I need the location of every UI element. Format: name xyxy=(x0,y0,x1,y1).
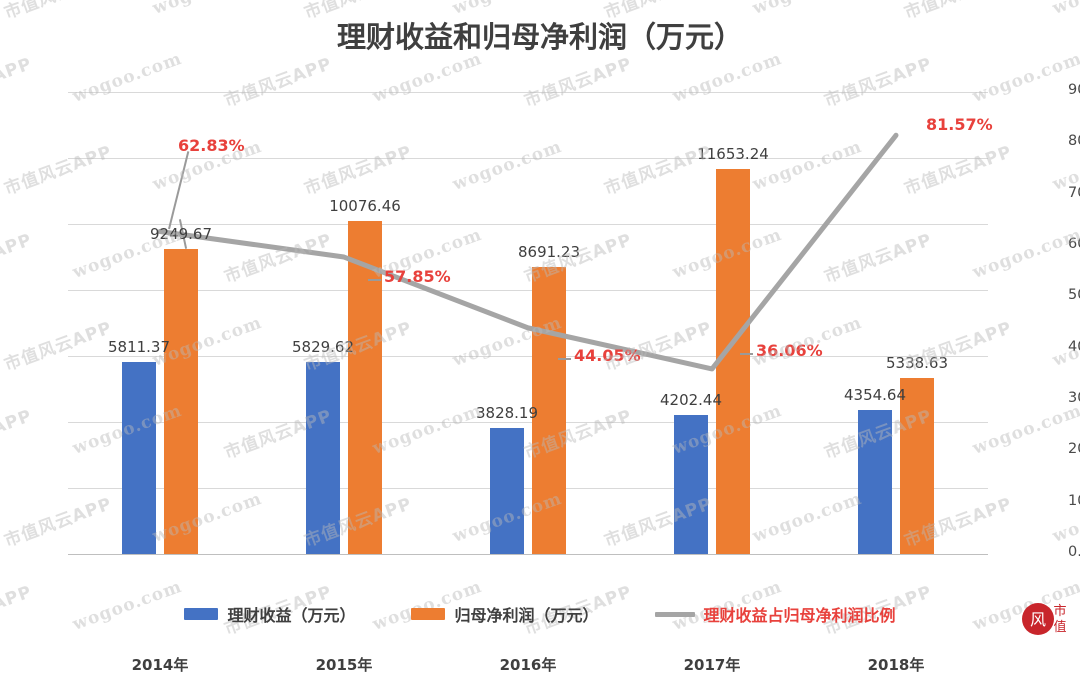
ratio-value-label: 36.06% xyxy=(756,340,823,360)
legend-item[interactable]: 理财收益（万元） xyxy=(184,602,355,626)
legend-label: 归母净利润（万元） xyxy=(454,606,599,625)
bar-net-profit xyxy=(716,169,750,554)
bar-invest-income xyxy=(674,415,708,554)
ratio-line-series xyxy=(157,132,899,372)
y-axis-tick-right: 30.00% xyxy=(1068,390,1080,406)
bar-invest-income xyxy=(122,362,156,554)
bar-value-label: 11653.24 xyxy=(697,145,769,164)
legend-label: 理财收益占归母净利润比例 xyxy=(703,606,896,625)
ratio-value-label: 57.85% xyxy=(384,267,451,287)
chart-legend: 理财收益（万元） 归母净利润（万元） 理财收益占归母净利润比例 xyxy=(0,602,1080,626)
legend-color-swatch xyxy=(411,608,446,620)
x-axis-tick: 2018年 xyxy=(867,656,925,674)
bar-value-label: 10076.46 xyxy=(329,197,401,216)
y-axis-tick-right: 10.00% xyxy=(1068,492,1080,509)
gridline xyxy=(68,290,988,291)
brand-logo: 风 市 值 xyxy=(1022,603,1067,635)
y-axis-tick-right: 90.00% xyxy=(1068,82,1080,98)
gridline xyxy=(68,224,988,225)
legend-label: 理财收益（万元） xyxy=(227,606,356,625)
x-axis-line xyxy=(68,554,988,555)
label-leader-line xyxy=(368,279,381,282)
y-axis-tick-right: 60.00% xyxy=(1068,236,1080,252)
x-axis-tick: 2014年 xyxy=(131,656,189,674)
y-axis-tick-right: 20.00% xyxy=(1068,441,1080,458)
legend-color-swatch xyxy=(184,608,219,620)
legend-line-swatch xyxy=(654,611,695,617)
legend-item[interactable]: 理财收益占归母净利润比例 xyxy=(654,602,896,626)
brand-name-top: 市 xyxy=(1053,603,1066,619)
y-axis-tick-right: 70.00% xyxy=(1068,184,1080,201)
label-leader-line xyxy=(558,357,571,360)
ratio-line-path xyxy=(157,132,899,372)
gridline xyxy=(68,92,988,93)
bar-value-label: 9249.67 xyxy=(149,224,213,243)
ratio-value-label: 81.57% xyxy=(926,115,993,135)
x-axis-tick: 2015年 xyxy=(315,656,373,674)
bar-net-profit xyxy=(900,377,934,554)
bar-net-profit xyxy=(532,267,566,554)
bar-value-label: 4202.44 xyxy=(659,391,723,410)
bar-value-label: 3828.19 xyxy=(475,403,539,422)
y-axis-tick-right: 50.00% xyxy=(1068,287,1080,304)
bar-value-label: 5338.63 xyxy=(885,353,949,372)
brand-mark-glyph: 风 xyxy=(1030,610,1046,629)
watermark-text: 市值风云APP xyxy=(0,54,35,112)
gridline xyxy=(68,356,988,357)
brand-name-bottom: 值 xyxy=(1053,619,1066,635)
bar-value-label: 5829.62 xyxy=(291,337,355,356)
ratio-value-label: 62.83% xyxy=(178,136,245,156)
y-axis-tick-right: 80.00% xyxy=(1068,133,1080,150)
watermark-text: 市值风云APP xyxy=(0,230,35,288)
watermark-text: 市值风云APP xyxy=(0,406,35,464)
gridline xyxy=(68,422,988,423)
bar-invest-income xyxy=(490,427,524,554)
legend-item[interactable]: 归母净利润（万元） xyxy=(411,602,599,626)
bar-net-profit xyxy=(348,221,382,554)
chart-plot-area: 020004000600080001000012000140000.00%10.… xyxy=(68,82,1080,674)
gridline xyxy=(68,488,988,489)
y-axis-tick-right: 0.00% xyxy=(1068,544,1080,560)
bar-value-label: 8691.23 xyxy=(517,243,581,262)
page-title: 理财收益和归母净利润（万元） xyxy=(336,20,743,54)
bar-invest-income xyxy=(306,361,340,554)
ratio-value-label: 44.05% xyxy=(574,345,641,365)
x-axis-tick: 2017年 xyxy=(683,656,741,674)
bar-value-label: 5811.37 xyxy=(107,338,171,357)
y-axis-tick-right: 40.00% xyxy=(1068,338,1080,355)
bar-net-profit xyxy=(164,248,198,554)
bar-invest-income xyxy=(858,410,892,554)
bar-value-label: 4354.64 xyxy=(843,386,907,405)
gridline xyxy=(68,158,988,159)
label-leader-line xyxy=(740,352,753,355)
x-axis-tick: 2016年 xyxy=(499,656,557,674)
